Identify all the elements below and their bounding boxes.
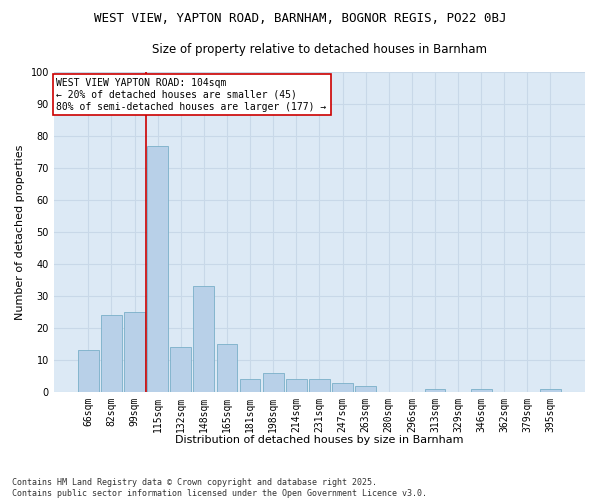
Bar [263, 373, 284, 392]
Bar [217, 344, 238, 392]
Bar [78, 350, 99, 392]
Text: WEST VIEW, YAPTON ROAD, BARNHAM, BOGNOR REGIS, PO22 0BJ: WEST VIEW, YAPTON ROAD, BARNHAM, BOGNOR … [94, 12, 506, 26]
Title: Size of property relative to detached houses in Barnham: Size of property relative to detached ho… [152, 42, 487, 56]
Bar [425, 389, 445, 392]
X-axis label: Distribution of detached houses by size in Barnham: Distribution of detached houses by size … [175, 435, 464, 445]
Y-axis label: Number of detached properties: Number of detached properties [15, 144, 25, 320]
Bar [101, 316, 122, 392]
Bar [332, 382, 353, 392]
Bar [124, 312, 145, 392]
Bar [309, 380, 330, 392]
Bar [170, 348, 191, 392]
Text: WEST VIEW YAPTON ROAD: 104sqm
← 20% of detached houses are smaller (45)
80% of s: WEST VIEW YAPTON ROAD: 104sqm ← 20% of d… [56, 78, 326, 112]
Bar [540, 389, 561, 392]
Text: Contains HM Land Registry data © Crown copyright and database right 2025.
Contai: Contains HM Land Registry data © Crown c… [12, 478, 427, 498]
Bar [355, 386, 376, 392]
Bar [471, 389, 491, 392]
Bar [193, 286, 214, 392]
Bar [239, 380, 260, 392]
Bar [286, 380, 307, 392]
Bar [147, 146, 168, 392]
